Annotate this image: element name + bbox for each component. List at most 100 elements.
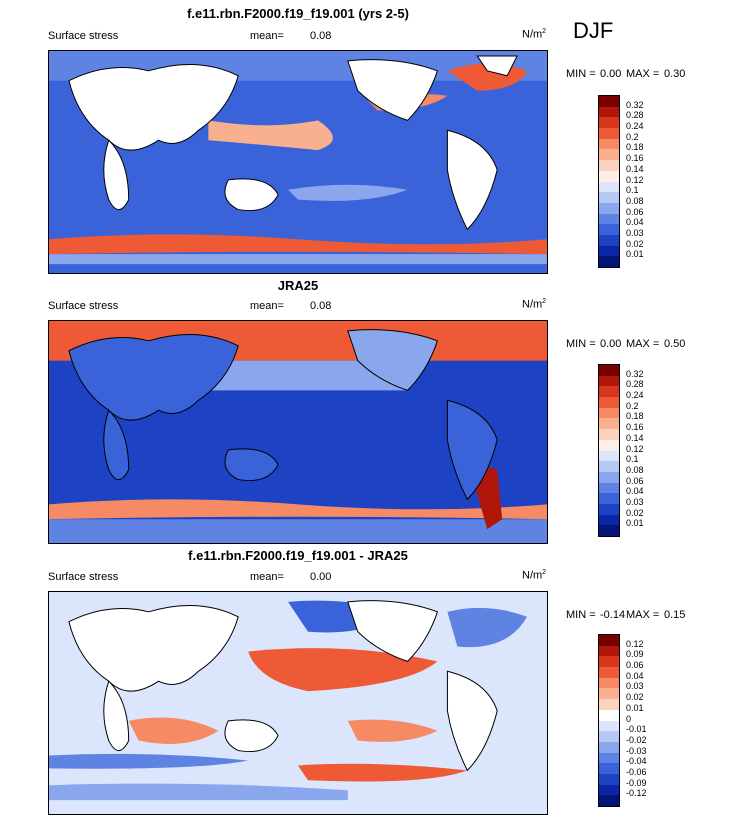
cb-label: -0.09 <box>626 777 647 788</box>
panel-2-mean-value: 0.08 <box>310 300 332 312</box>
panel-3-units: N/m2 <box>522 569 547 582</box>
colorbar-swatch <box>599 245 619 257</box>
panel-1-colorbar <box>598 95 620 268</box>
panel-3-max-value: 0.15 <box>664 609 686 621</box>
cb-label: -0.01 <box>626 724 647 735</box>
colorbar-swatch <box>599 192 619 203</box>
colorbar-swatch <box>599 709 619 721</box>
season-label: DJF <box>573 18 614 43</box>
panel-3-mean-label: mean= <box>250 571 284 583</box>
colorbar-swatch <box>599 407 619 419</box>
colorbar-swatch <box>599 138 619 150</box>
colorbar-swatch <box>599 656 619 668</box>
cb-label: 0.14 <box>626 163 644 174</box>
panel-3-map <box>48 591 548 815</box>
cb-label: 0.18 <box>626 411 644 422</box>
panel-1-max-label: MAX = <box>626 68 660 80</box>
colorbar-swatch <box>599 224 619 235</box>
cb-label: 0.01 <box>626 518 644 529</box>
cb-label: -0.06 <box>626 766 647 777</box>
colorbar-swatch <box>599 471 619 483</box>
cb-label: -0.02 <box>626 734 647 745</box>
panel-3-colorbar <box>598 634 620 807</box>
colorbar-swatch <box>599 256 619 267</box>
cb-label: 0.14 <box>626 432 644 443</box>
colorbar-swatch <box>599 375 619 387</box>
colorbar-swatch <box>599 784 619 796</box>
panel-2-min-label: MIN = <box>566 338 596 350</box>
colorbar-swatch <box>599 773 619 785</box>
cb-label: 0.08 <box>626 195 644 206</box>
colorbar-swatch <box>599 514 619 526</box>
colorbar-swatch <box>599 763 619 774</box>
colorbar-swatch <box>599 635 619 646</box>
cb-label: 0.01 <box>626 702 644 713</box>
colorbar-swatch <box>599 461 619 472</box>
cb-label: 0.32 <box>626 99 644 110</box>
colorbar-swatch <box>599 418 619 430</box>
cb-label: 0.28 <box>626 110 644 121</box>
colorbar-swatch <box>599 365 619 376</box>
colorbar-swatch <box>599 181 619 193</box>
colorbar-swatch <box>599 450 619 462</box>
colorbar-swatch <box>599 688 619 700</box>
colorbar-swatch <box>599 106 619 118</box>
panel-2-variable: Surface stress <box>48 300 119 312</box>
panel-2-mean-label: mean= <box>250 300 284 312</box>
colorbar-swatch <box>599 667 619 678</box>
cb-label: 0.12 <box>626 638 644 649</box>
cb-label: -0.12 <box>626 788 647 799</box>
cb-label: 0.16 <box>626 422 644 433</box>
cb-label: 0.16 <box>626 153 644 164</box>
panel-1-max-value: 0.30 <box>664 68 686 80</box>
colorbar-swatch <box>599 645 619 657</box>
cb-label: 0.03 <box>626 227 644 238</box>
cb-label: 0.1 <box>626 454 639 465</box>
colorbar-swatch <box>599 720 619 732</box>
colorbar-swatch <box>599 731 619 742</box>
cb-label: 0.2 <box>626 131 639 142</box>
colorbar-swatch <box>599 213 619 225</box>
colorbar-swatch <box>599 699 619 710</box>
panel-2-map <box>48 320 548 544</box>
colorbar-swatch <box>599 96 619 107</box>
panel-2-max-label: MAX = <box>626 338 660 350</box>
colorbar-swatch <box>599 397 619 408</box>
cb-label: 0.1 <box>626 185 639 196</box>
cb-label: -0.03 <box>626 745 647 756</box>
cb-label: 0.01 <box>626 249 644 260</box>
panel-3-mean-value: 0.00 <box>310 571 332 583</box>
cb-label: 0.06 <box>626 206 644 217</box>
cb-label: 0.03 <box>626 496 644 507</box>
colorbar-swatch <box>599 503 619 515</box>
cb-label: 0.09 <box>626 649 644 660</box>
cb-label: 0.06 <box>626 660 644 671</box>
colorbar-swatch <box>599 741 619 753</box>
cb-label: 0.02 <box>626 507 644 518</box>
cb-label: 0.04 <box>626 217 644 228</box>
panel-2-units: N/m2 <box>522 298 547 311</box>
panel-2-title: JRA25 <box>277 278 319 293</box>
cb-label: 0.24 <box>626 121 644 132</box>
panel-1-title: f.e11.rbn.F2000.f19_f19.001 (yrs 2-5) <box>187 6 409 21</box>
cb-label: 0.24 <box>626 390 644 401</box>
cb-label: 0.03 <box>626 681 644 692</box>
cb-label: 0.04 <box>626 486 644 497</box>
panel-2-max-value: 0.50 <box>664 338 686 350</box>
panel-3-max-label: MAX = <box>626 609 660 621</box>
colorbar-swatch <box>599 795 619 806</box>
colorbar-swatch <box>599 439 619 451</box>
colorbar-swatch <box>599 525 619 536</box>
cb-label: 0.06 <box>626 475 644 486</box>
cb-label: 0.02 <box>626 692 644 703</box>
cb-label: 0.08 <box>626 464 644 475</box>
panel-2-colorbar <box>598 364 620 537</box>
panel-3-min-label: MIN = <box>566 609 596 621</box>
panel-2-min-value: 0.00 <box>600 338 622 350</box>
colorbar-swatch <box>599 128 619 139</box>
panel-3-variable: Surface stress <box>48 571 119 583</box>
panel-1-mean-label: mean= <box>250 30 284 42</box>
panel-3-title: f.e11.rbn.F2000.f19_f19.001 - JRA25 <box>188 548 408 563</box>
panel-1-units: N/m2 <box>522 28 547 41</box>
cb-label: 0 <box>626 713 632 724</box>
